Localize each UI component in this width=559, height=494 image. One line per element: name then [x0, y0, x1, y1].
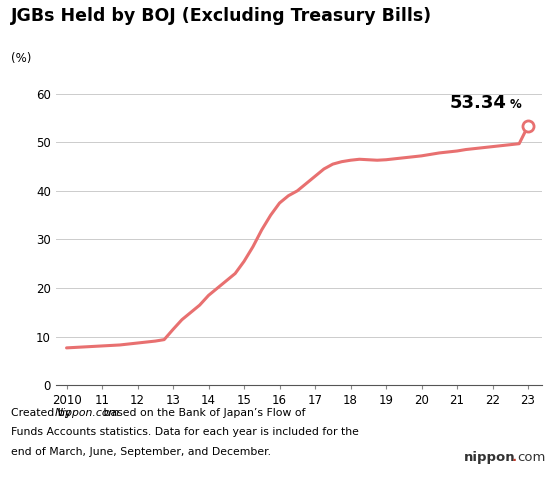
Text: end of March, June, September, and December.: end of March, June, September, and Decem…	[11, 447, 271, 457]
Text: Funds Accounts statistics. Data for each year is included for the: Funds Accounts statistics. Data for each…	[11, 427, 359, 437]
Text: 53.34: 53.34	[450, 94, 506, 113]
Text: com: com	[517, 452, 546, 464]
Text: %: %	[509, 98, 521, 111]
Text: Created by: Created by	[11, 408, 75, 417]
Text: .: .	[511, 452, 517, 464]
Text: nippon: nippon	[464, 452, 515, 464]
Text: Nippon.com: Nippon.com	[55, 408, 120, 417]
Text: JGBs Held by BOJ (Excluding Treasury Bills): JGBs Held by BOJ (Excluding Treasury Bil…	[11, 7, 432, 25]
Text: based on the Bank of Japan’s Flow of: based on the Bank of Japan’s Flow of	[100, 408, 305, 417]
Text: (%): (%)	[11, 52, 31, 65]
